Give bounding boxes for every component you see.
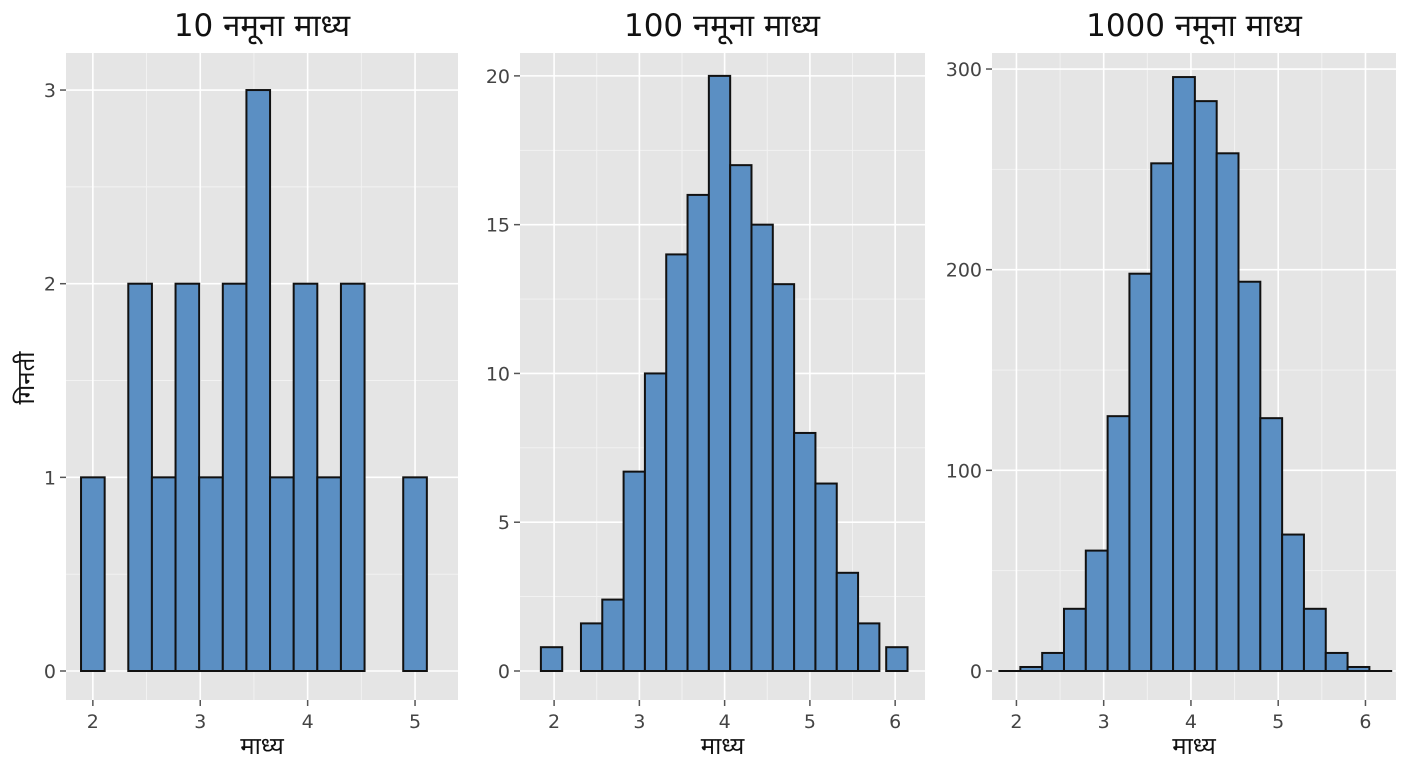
histogram-bar — [1172, 76, 1196, 673]
y-tick-label: 0 — [498, 661, 510, 683]
x-axis-title: माध्य — [701, 732, 746, 760]
histogram-bar — [601, 598, 625, 673]
histogram-panel-3: 0 100 200 300 2 3 4 5 6 1000 नमूना माध्य माध्य — [946, 8, 1396, 760]
histogram-bar — [1237, 280, 1262, 672]
x-tick-label: 4 — [302, 711, 314, 733]
x-tick-label: 4 — [719, 711, 731, 733]
histogram-bar — [1150, 162, 1175, 672]
y-tick-label: 100 — [946, 460, 982, 482]
histogram-panel-2: 0 5 10 15 20 2 3 4 5 6 100 नमूना माध्य माध्य — [486, 8, 925, 760]
histogram-bar — [1084, 549, 1109, 673]
histogram-bar — [1019, 665, 1044, 672]
x-tick-label: 3 — [1098, 711, 1110, 733]
x-axis-title: माध्य — [1172, 732, 1217, 760]
y-tick-label: 10 — [486, 363, 510, 385]
y-tick-label: 15 — [486, 215, 510, 237]
histogram-bar — [885, 646, 909, 673]
histogram-bar — [1215, 152, 1240, 673]
histogram-bar — [150, 476, 177, 672]
histogram-bar — [1041, 651, 1065, 673]
histogram-bar — [1193, 100, 1218, 672]
y-tick-label: 2 — [44, 274, 56, 296]
x-tick-label: 5 — [804, 711, 816, 733]
y-tick-label: 300 — [946, 59, 982, 81]
histogram-bar — [643, 372, 668, 672]
histogram-bar — [1302, 607, 1327, 673]
x-tick-label: 2 — [1010, 711, 1022, 733]
y-tick-label: 3 — [44, 80, 56, 102]
panel-title: 10 नमूना माध्य — [174, 8, 351, 45]
histogram-bar — [686, 193, 710, 672]
x-axis-title: माध्य — [240, 732, 285, 760]
y-tick-label: 20 — [486, 66, 510, 88]
histogram-bar — [198, 476, 224, 672]
y-tick-label: 1 — [44, 467, 56, 489]
histogram-bar — [402, 476, 428, 672]
histogram-bar — [814, 482, 838, 672]
histogram-bar — [339, 282, 366, 672]
histogram-bar — [539, 646, 564, 673]
histogram-bar — [857, 622, 881, 673]
histogram-bar — [1259, 417, 1284, 672]
histogram-bar — [174, 282, 201, 672]
histogram-bar — [1128, 272, 1153, 672]
y-axis-title: गिनती — [12, 351, 40, 405]
histogram-bar — [1106, 415, 1131, 672]
histogram-bar — [292, 282, 319, 672]
x-tick-label: 4 — [1185, 711, 1197, 733]
histogram-bar — [221, 282, 248, 672]
x-tick-label: 3 — [194, 711, 206, 733]
histogram-bar — [316, 476, 342, 672]
histogram-bar — [707, 74, 732, 672]
histogram-bar — [1324, 651, 1349, 673]
x-tick-label: 2 — [548, 711, 560, 733]
x-tick-label: 2 — [87, 711, 99, 733]
histogram-bar — [269, 476, 295, 672]
y-tick-label: 0 — [44, 661, 56, 683]
histogram-bar — [1062, 607, 1087, 673]
histogram-bar — [622, 470, 646, 673]
panel-title: 1000 नमूना माध्य — [1086, 8, 1303, 45]
y-tick-label: 0 — [970, 661, 982, 683]
x-tick-label: 5 — [409, 711, 421, 733]
histogram-bar — [1281, 533, 1305, 672]
x-tick-label: 6 — [1359, 711, 1371, 733]
histogram-bar — [771, 283, 796, 672]
histogram-bar — [127, 282, 153, 672]
x-tick-label: 5 — [1272, 711, 1284, 733]
histogram-bar — [729, 164, 753, 673]
histogram-bar — [793, 431, 817, 673]
histogram-panel-1: 0 1 2 3 2 3 4 5 10 नमूना माध्य माध्य — [44, 8, 458, 760]
histogram-bar — [665, 253, 689, 672]
y-tick-label: 200 — [946, 260, 982, 282]
histogram-bar — [579, 622, 604, 673]
histogram-bar — [245, 89, 272, 673]
histogram-bar — [750, 223, 774, 672]
x-tick-label: 3 — [633, 711, 645, 733]
y-tick-label: 5 — [498, 512, 510, 534]
histogram-bar — [80, 476, 106, 672]
histogram-bar — [835, 571, 860, 672]
panel-title: 100 नमूना माध्य — [624, 8, 821, 45]
x-tick-label: 6 — [889, 711, 901, 733]
histogram-bar — [1346, 665, 1371, 672]
